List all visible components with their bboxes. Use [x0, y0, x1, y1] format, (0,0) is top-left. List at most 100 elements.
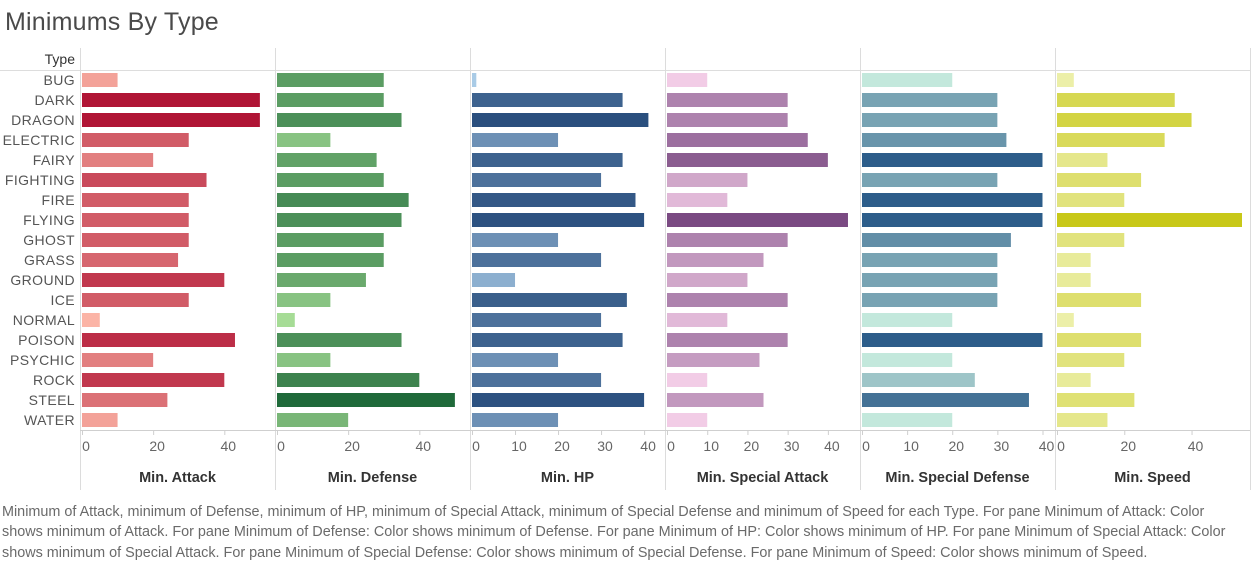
- bar-min-defense-bug: [277, 73, 384, 87]
- bar-min-defense-water: [277, 413, 349, 427]
- tick-label: 10: [703, 438, 719, 454]
- bar-min-hp-flying: [472, 213, 645, 227]
- bar-min-hp-fairy: [472, 153, 623, 167]
- tick-label: 40: [416, 438, 432, 454]
- category-label: ICE: [50, 292, 75, 308]
- category-label: BUG: [43, 72, 75, 88]
- bar-min-speed-ghost: [1057, 233, 1125, 247]
- bar-min-speed-normal: [1057, 313, 1074, 327]
- bar-min-hp-fighting: [472, 173, 602, 187]
- bar-min-attack-fighting: [82, 173, 207, 187]
- category-label: FIRE: [42, 192, 76, 208]
- bar-min-defense-fire: [277, 193, 409, 207]
- bar-min-hp-fire: [472, 193, 636, 207]
- tick-label: 30: [597, 438, 613, 454]
- bar-min-special-defense-psychic: [862, 353, 953, 367]
- category-label: FLYING: [23, 212, 75, 228]
- tick-label: 0: [667, 438, 675, 454]
- bar-min-attack-electric: [82, 133, 189, 147]
- bar-min-special-defense-fairy: [862, 153, 1043, 167]
- bar-min-attack-poison: [82, 333, 235, 347]
- bar-min-speed-dark: [1057, 93, 1175, 107]
- bar-min-speed-dragon: [1057, 113, 1192, 127]
- bar-min-attack-ghost: [82, 233, 189, 247]
- bar-min-speed-ground: [1057, 273, 1091, 287]
- bar-min-speed-fighting: [1057, 173, 1142, 187]
- bar-min-special-attack-grass: [667, 253, 764, 267]
- bar-min-special-attack-fairy: [667, 153, 828, 167]
- bar-min-attack-rock: [82, 373, 225, 387]
- category-label: DARK: [35, 92, 76, 108]
- bar-min-special-attack-fighting: [667, 173, 748, 187]
- bar-min-hp-normal: [472, 313, 602, 327]
- bar-min-speed-poison: [1057, 333, 1142, 347]
- category-label: STEEL: [29, 392, 75, 408]
- category-label: FIGHTING: [5, 172, 75, 188]
- bar-min-special-defense-flying: [862, 213, 1043, 227]
- tick-label: 10: [511, 438, 527, 454]
- tick-label: 20: [744, 438, 760, 454]
- bar-min-hp-psychic: [472, 353, 559, 367]
- bar-min-defense-psychic: [277, 353, 331, 367]
- bar-min-special-defense-electric: [862, 133, 1007, 147]
- bar-min-hp-steel: [472, 393, 645, 407]
- category-label: POISON: [18, 332, 75, 348]
- bar-min-special-attack-water: [667, 413, 708, 427]
- bar-min-special-attack-electric: [667, 133, 808, 147]
- pane-axis-title: Min. Speed: [1114, 470, 1191, 486]
- bar-min-defense-rock: [277, 373, 420, 387]
- bar-min-attack-psychic: [82, 353, 154, 367]
- bar-min-special-defense-fire: [862, 193, 1043, 207]
- bar-min-defense-dark: [277, 93, 384, 107]
- bar-min-attack-dragon: [82, 113, 260, 127]
- row-header-label: Type: [45, 51, 76, 67]
- bar-min-special-defense-ground: [862, 273, 998, 287]
- bar-min-special-defense-ice: [862, 293, 998, 307]
- bar-min-speed-bug: [1057, 73, 1074, 87]
- tick-label: 20: [948, 438, 964, 454]
- tick-label: 0: [862, 438, 870, 454]
- category-label: DRAGON: [11, 112, 75, 128]
- tick-label: 30: [784, 438, 800, 454]
- bar-min-attack-dark: [82, 93, 260, 107]
- bar-min-hp-electric: [472, 133, 559, 147]
- bar-min-speed-flying: [1057, 213, 1242, 227]
- bar-min-special-attack-fire: [667, 193, 728, 207]
- bar-min-special-defense-water: [862, 413, 953, 427]
- category-label: GROUND: [10, 272, 75, 288]
- bar-min-defense-electric: [277, 133, 331, 147]
- bar-min-hp-grass: [472, 253, 602, 267]
- bar-min-defense-normal: [277, 313, 295, 327]
- tick-label: 30: [994, 438, 1010, 454]
- bar-min-special-defense-rock: [862, 373, 975, 387]
- bar-min-special-attack-normal: [667, 313, 728, 327]
- tick-label: 40: [640, 438, 656, 454]
- bar-min-attack-ice: [82, 293, 189, 307]
- category-label: WATER: [24, 412, 75, 428]
- bar-min-special-defense-normal: [862, 313, 953, 327]
- category-label: NORMAL: [13, 312, 75, 328]
- bar-min-defense-ice: [277, 293, 331, 307]
- tick-label: 20: [344, 438, 360, 454]
- tick-label: 40: [1039, 438, 1055, 454]
- chart-caption: Minimum of Attack, minimum of Defense, m…: [2, 504, 1226, 561]
- category-label: ELECTRIC: [3, 132, 75, 148]
- bar-min-special-attack-poison: [667, 333, 788, 347]
- bar-min-attack-bug: [82, 73, 118, 87]
- bar-min-hp-dragon: [472, 113, 649, 127]
- bar-min-special-attack-psychic: [667, 353, 760, 367]
- bar-min-special-attack-rock: [667, 373, 708, 387]
- bar-min-hp-ice: [472, 293, 627, 307]
- tick-label: 10: [903, 438, 919, 454]
- bar-min-defense-ground: [277, 273, 366, 287]
- pane-axis-title: Min. Special Defense: [885, 470, 1029, 486]
- bar-min-attack-fire: [82, 193, 189, 207]
- bar-min-hp-water: [472, 413, 559, 427]
- tick-label: 20: [149, 438, 165, 454]
- bar-min-special-attack-bug: [667, 73, 708, 87]
- category-label: PSYCHIC: [10, 352, 75, 368]
- bar-min-special-defense-poison: [862, 333, 1043, 347]
- bar-min-speed-grass: [1057, 253, 1091, 267]
- bar-min-hp-ground: [472, 273, 516, 287]
- bar-min-special-defense-dragon: [862, 113, 998, 127]
